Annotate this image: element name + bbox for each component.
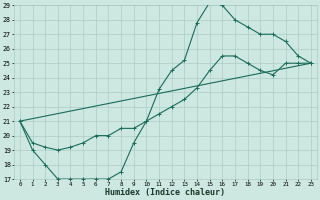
X-axis label: Humidex (Indice chaleur): Humidex (Indice chaleur)	[105, 188, 225, 197]
